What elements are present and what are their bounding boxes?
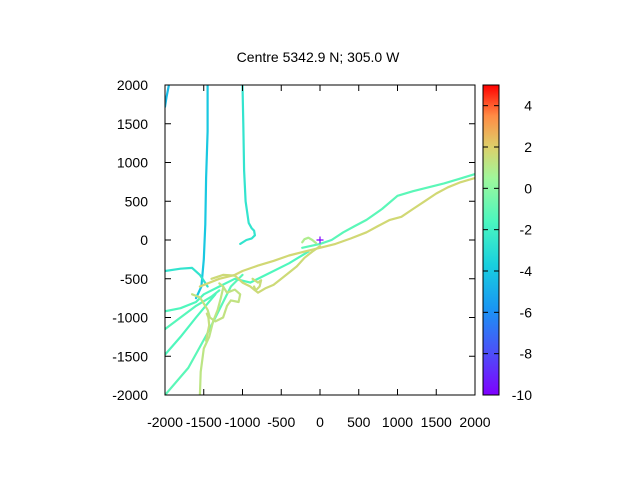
colorbar-tick-label: -4 bbox=[520, 263, 533, 279]
x-tick-label: -1000 bbox=[225, 414, 261, 430]
trajectory-14 bbox=[205, 312, 211, 342]
trajectory-8 bbox=[165, 273, 244, 395]
x-tick-label: -1500 bbox=[186, 414, 222, 430]
colorbar-tick-label: -2 bbox=[520, 222, 533, 238]
trajectory-layer bbox=[165, 85, 475, 395]
trajectory-7 bbox=[165, 293, 217, 356]
colorbar-tick-label: 2 bbox=[524, 139, 532, 155]
centre-marker bbox=[316, 236, 324, 244]
trajectory-3 bbox=[165, 85, 170, 108]
colorbar bbox=[482, 84, 500, 396]
y-tick-label: -1000 bbox=[112, 310, 148, 326]
x-tick-label: 1000 bbox=[382, 414, 413, 430]
y-tick-label: 2000 bbox=[117, 77, 148, 93]
trajectory-12 bbox=[191, 282, 242, 323]
trajectory-1 bbox=[194, 85, 209, 300]
y-tick-label: -500 bbox=[120, 271, 148, 287]
colorbar-tick-label: 4 bbox=[524, 98, 532, 114]
trajectory-5 bbox=[165, 250, 310, 313]
y-tick-label: -2000 bbox=[112, 387, 148, 403]
y-tick-label: 1500 bbox=[117, 116, 148, 132]
trajectory-2 bbox=[239, 85, 256, 245]
y-tick-label: -1500 bbox=[112, 348, 148, 364]
trajectory-9 bbox=[301, 173, 475, 249]
x-axis: -2000 -1500 -1000 -500 0 500 1000 1500 2000 bbox=[147, 85, 491, 430]
x-tick-label: -2000 bbox=[147, 414, 183, 430]
trajectory-11 bbox=[210, 245, 322, 294]
x-tick-label: 0 bbox=[316, 414, 324, 430]
colorbar-tick-label: -8 bbox=[520, 346, 533, 362]
trajectory-10 bbox=[198, 176, 475, 288]
trajectory-16 bbox=[251, 277, 263, 292]
colorbar-tick-label: 0 bbox=[524, 180, 532, 196]
x-tick-label: -500 bbox=[267, 414, 295, 430]
x-tick-label: 2000 bbox=[459, 414, 490, 430]
x-tick-label: 500 bbox=[347, 414, 371, 430]
colorbar-tick-label: -6 bbox=[520, 304, 533, 320]
y-tick-label: 500 bbox=[125, 193, 149, 209]
marker-layer bbox=[316, 236, 324, 244]
chart-title: Centre 5342.9 N; 305.0 W bbox=[237, 49, 400, 65]
colorbar-axis: -10 -8 -6 -4 -2 0 2 4 bbox=[483, 98, 532, 403]
colorbar-tick-label: -10 bbox=[512, 387, 532, 403]
trajectory-4 bbox=[165, 266, 209, 288]
trajectory-15 bbox=[301, 236, 318, 245]
y-axis: -2000 -1500 -1000 -500 0 500 1000 1500 2000 bbox=[112, 77, 475, 403]
trajectory-13 bbox=[198, 287, 225, 395]
x-tick-label: 1500 bbox=[421, 414, 452, 430]
y-tick-label: 0 bbox=[140, 232, 148, 248]
y-tick-label: 1000 bbox=[117, 155, 148, 171]
